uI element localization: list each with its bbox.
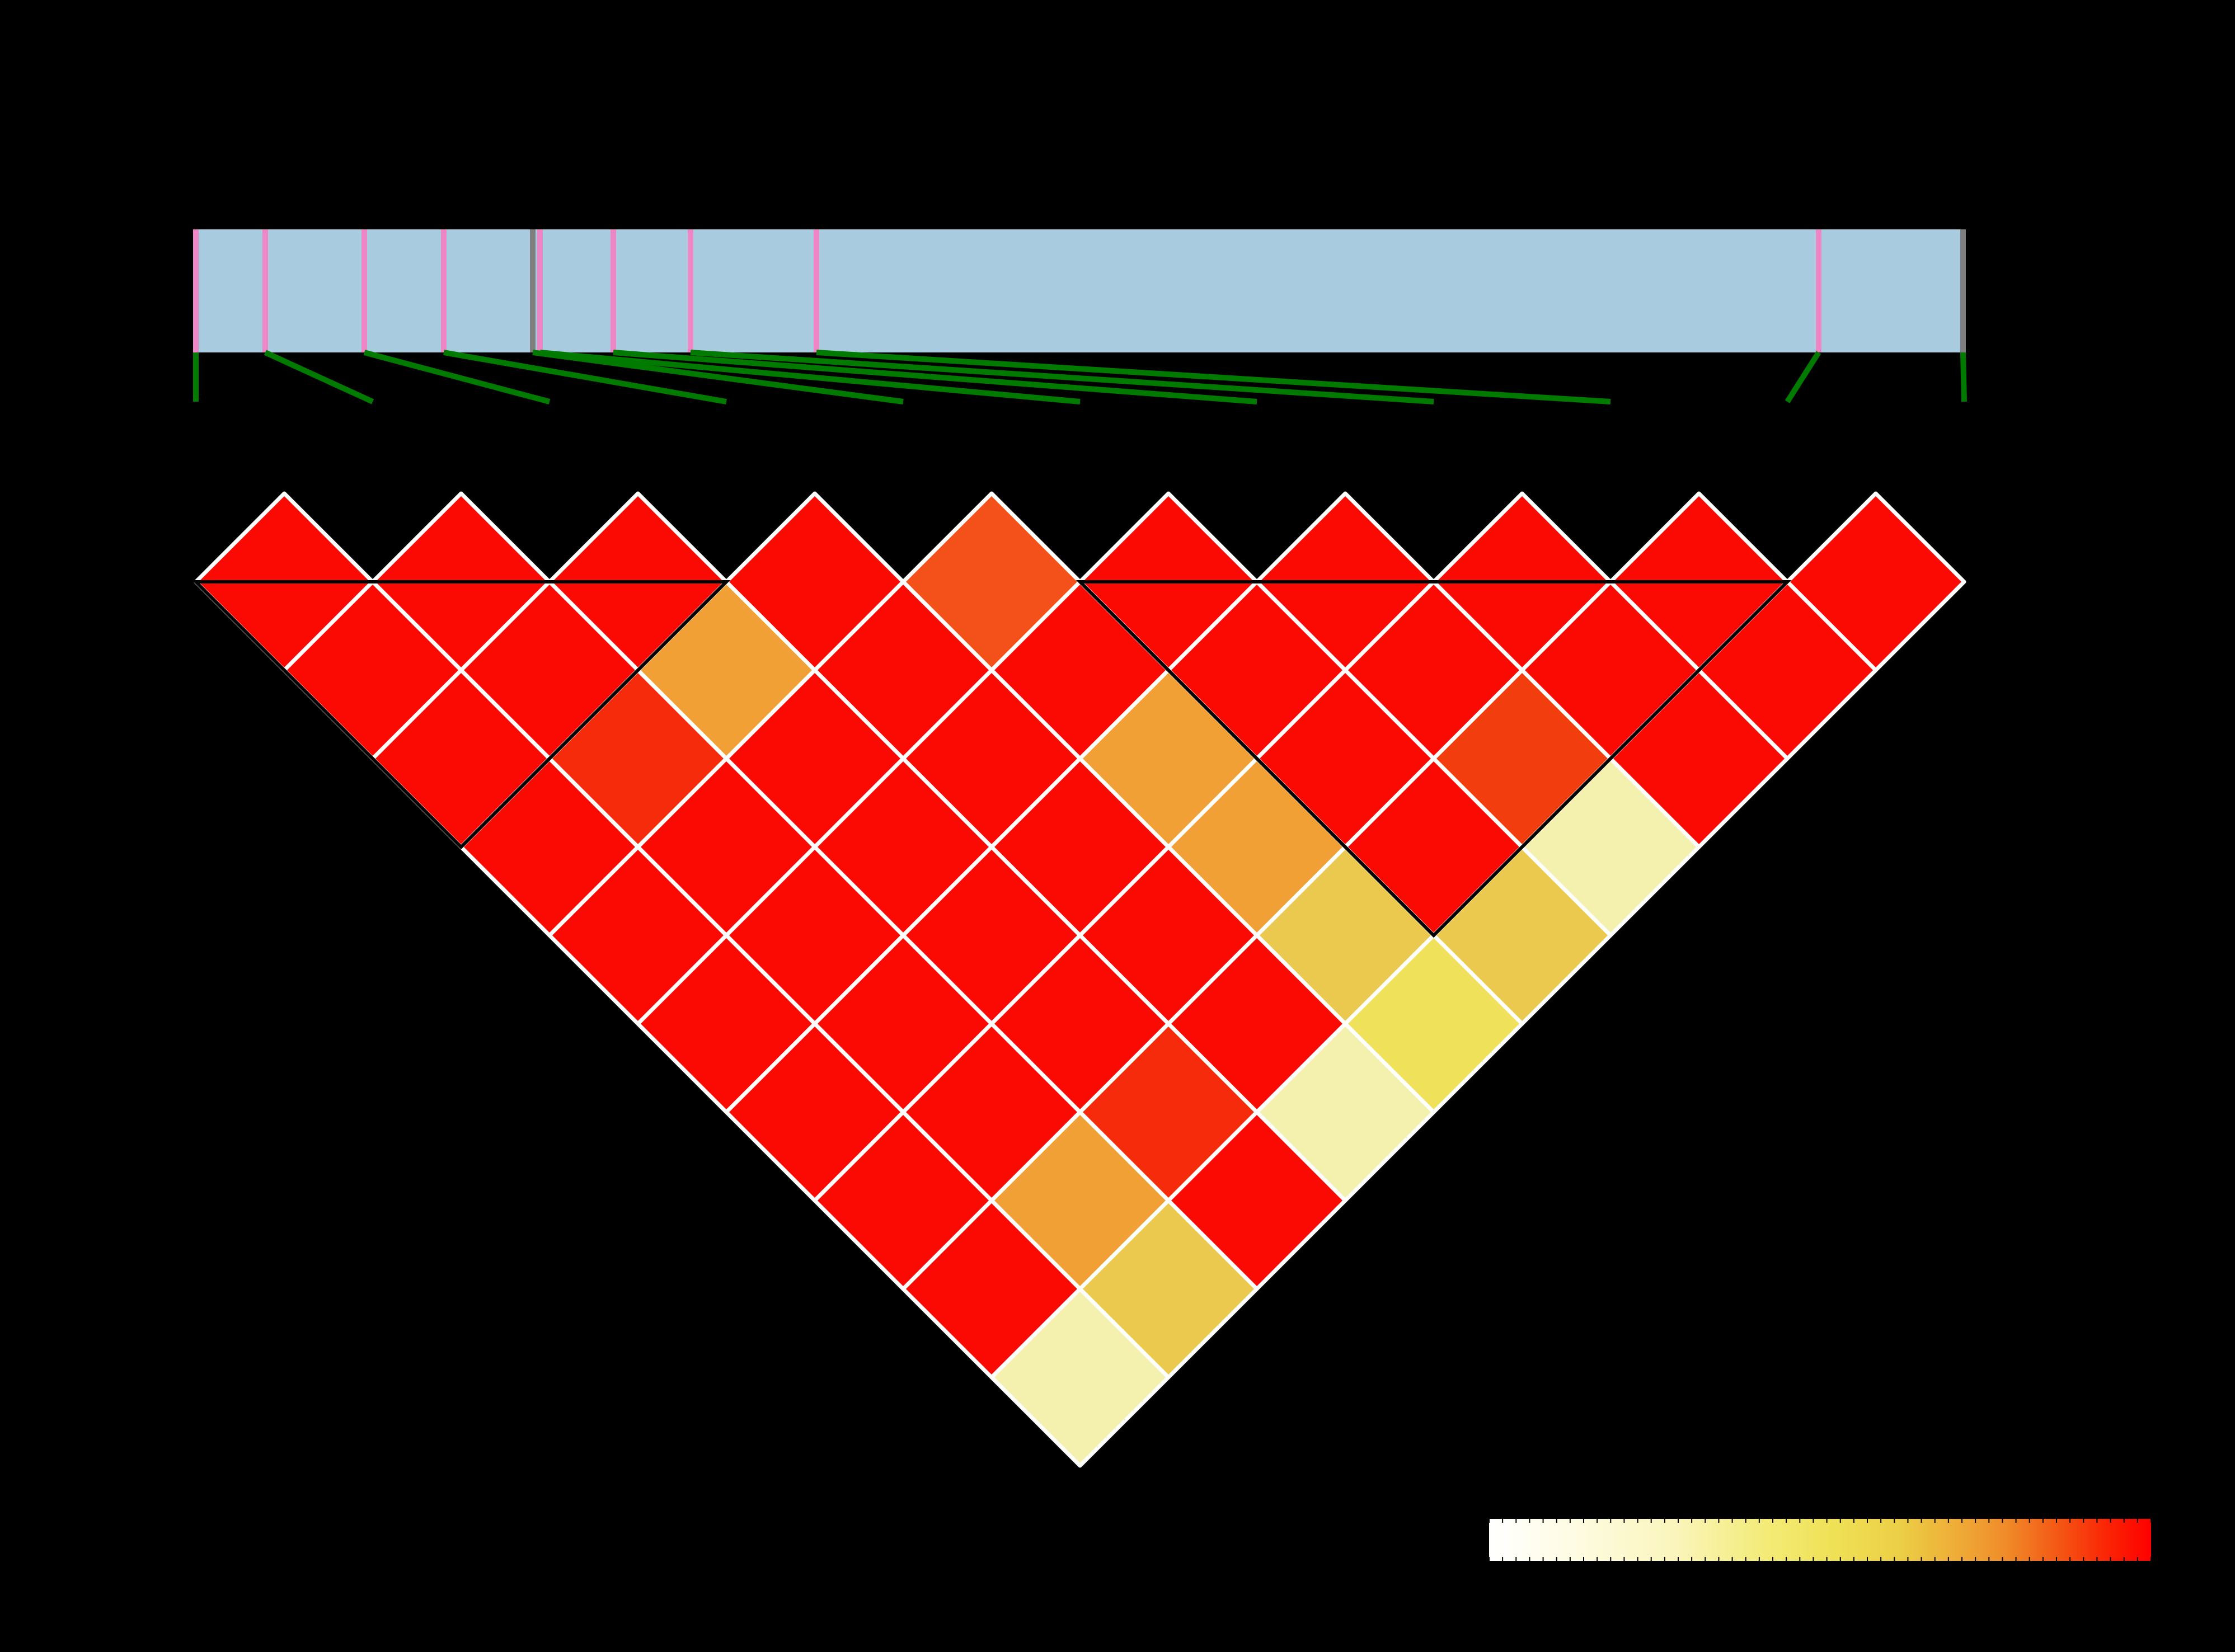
snp-connector-line (1785, 351, 1821, 403)
boundary-tick (530, 229, 536, 352)
snp-connector-lines (193, 350, 1967, 404)
snp-position-tick (441, 229, 447, 352)
ld-cell (989, 1287, 1171, 1468)
snp-connector-line (613, 350, 1257, 404)
snp-connector-line (816, 350, 1611, 404)
color-key-ticks (1489, 1515, 2152, 1565)
snp-connector-line (532, 350, 904, 404)
snp-connector-line (363, 350, 551, 404)
snp-connector-line (443, 350, 727, 404)
snp-position-tick (193, 229, 199, 352)
haplotype-block-outlines (191, 580, 1792, 938)
snp-position-tick (537, 229, 543, 352)
genomic-track-bar (196, 229, 1964, 352)
color-key-bar (1489, 1519, 2151, 1561)
color-key (1489, 1515, 2152, 1565)
snp-position-tick (814, 229, 819, 352)
snp-position-tick (361, 229, 367, 352)
ld-triangle-cells (194, 491, 1966, 1468)
haplotype-block-outline (191, 580, 731, 850)
snp-position-tick (262, 229, 268, 352)
snp-connector-line (264, 350, 374, 404)
snp-connector-line (1960, 352, 1967, 402)
snp-position-tick (688, 229, 693, 352)
snp-position-tick (1816, 229, 1821, 352)
haplotype-block-outline (1076, 580, 1792, 938)
snp-connector-line (539, 350, 1081, 404)
boundary-tick (1960, 229, 1966, 352)
snp-connector-line (690, 350, 1434, 404)
genomic-track-ticks (193, 229, 1966, 352)
snp-position-tick (611, 229, 616, 352)
genomic-track (193, 229, 1966, 352)
